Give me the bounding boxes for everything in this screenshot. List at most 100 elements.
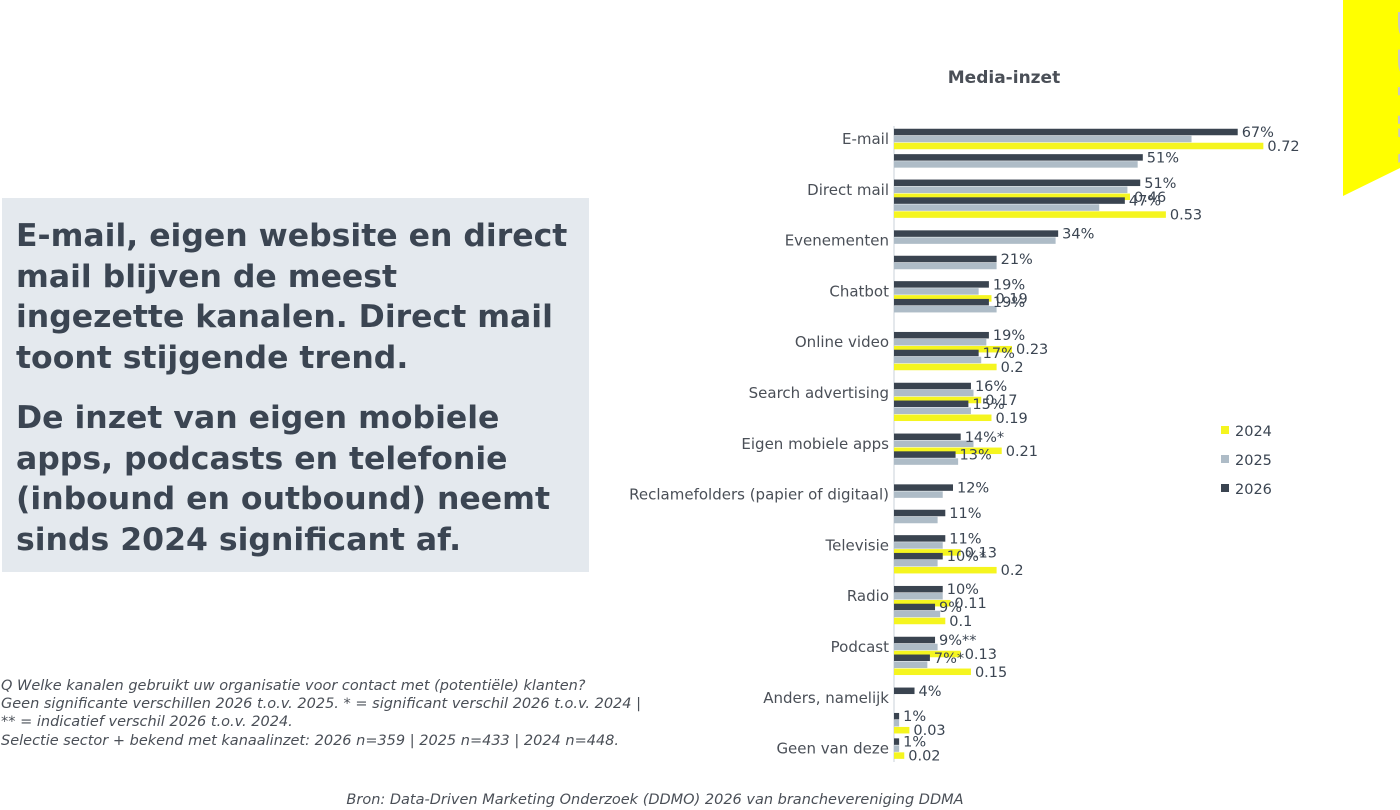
bar-2024: [894, 726, 910, 734]
category-label: Radio: [847, 587, 889, 605]
bar-2026: [894, 298, 989, 306]
value-label-2026: 19%: [993, 277, 1025, 293]
ddma-logo-text: DDMA: [1385, 8, 1400, 163]
value-label-2024: 0.21: [1006, 444, 1038, 460]
bar-2026: [894, 509, 946, 517]
value-label-2024: 0.02: [908, 749, 940, 765]
value-label-2026: 13%: [960, 448, 992, 464]
footnote: Q Welke kanalen gebruikt uw organisatie …: [1, 677, 641, 750]
bar-2024: [894, 142, 1264, 150]
media-inzet-chart: Media-inzet E-mail Direct mail Evenementen C…: [629, 68, 1300, 765]
footnote-question: Q Welke kanalen gebruikt uw organisatie …: [1, 678, 586, 694]
bar-2025: [894, 610, 941, 618]
bar-2025: [894, 491, 943, 498]
legend-label-2025: 2025: [1235, 453, 1272, 469]
bar-2026: [894, 585, 943, 593]
chart-title: Media-inzet: [948, 68, 1060, 88]
value-label-2026: 9%**: [939, 633, 977, 649]
bar-2026: [894, 552, 943, 560]
bar-2025: [894, 745, 900, 752]
bar-2025: [894, 262, 997, 270]
category-label: Chatbot: [829, 282, 889, 300]
value-label-2026: 51%: [1147, 150, 1179, 166]
category-label: Direct mail: [807, 181, 889, 199]
bar-2026: [894, 128, 1238, 136]
bar-2024: [894, 295, 992, 302]
bar-2026: [894, 281, 989, 288]
bar-2025: [894, 559, 938, 567]
category-label: Televisie: [825, 536, 890, 554]
bar-2026: [894, 603, 936, 611]
value-label-2026: 1%: [903, 709, 926, 725]
legend-swatch-2026: [1221, 484, 1229, 492]
value-label-2026: 17%: [983, 346, 1015, 362]
legend-swatch-2025: [1221, 455, 1229, 463]
category-label: Eigen mobiele apps: [741, 435, 889, 453]
category-label: Online video: [795, 333, 889, 351]
value-label-2024: 0.2: [1001, 360, 1024, 376]
bar-2025: [894, 592, 943, 600]
bar-2026: [894, 349, 979, 357]
bar-2025: [894, 458, 959, 465]
bar-2025: [894, 516, 938, 524]
value-label-2024: 0.72: [1267, 139, 1299, 155]
value-label-2026: 67%: [1242, 125, 1274, 141]
bar-2024: [894, 549, 961, 556]
key-findings-callout: E-mail, eigen website en direct mail bli…: [2, 198, 589, 572]
bar-2026: [894, 230, 1059, 237]
value-label-2026: 1%: [903, 735, 926, 751]
value-label-2026: 14%*: [965, 430, 1004, 446]
bar-2026: [894, 197, 1125, 204]
bar-2025: [894, 237, 1056, 244]
bar-2026: [894, 535, 946, 542]
value-label-2026: 7%*: [934, 651, 964, 667]
category-label: Anders, namelijk: [763, 689, 889, 707]
bar-2026: [894, 451, 956, 458]
bar-2024: [894, 650, 961, 658]
bar-2024: [894, 211, 1166, 218]
bar-2026: [894, 400, 969, 408]
value-label-2024: 0.13: [965, 647, 997, 663]
value-label-2026: 10%*: [947, 549, 986, 565]
bar-2026: [894, 484, 953, 491]
bar-2024: [894, 617, 946, 625]
bar-2025: [894, 338, 987, 346]
bar-2025: [894, 204, 1100, 211]
bar-2026: [894, 382, 971, 390]
bar-2024: [894, 345, 1012, 353]
value-label-2026: 4%: [919, 684, 942, 700]
value-label-2024: 0.17: [985, 393, 1017, 409]
bar-2026: [894, 179, 1141, 187]
value-label-2026: 11%: [949, 531, 981, 547]
bar-2024: [894, 668, 971, 676]
bar-2026: [894, 255, 997, 263]
bar-2025: [894, 186, 1128, 194]
value-label-2026: 12%: [957, 481, 989, 497]
value-label-2024: 0.2: [1001, 563, 1024, 579]
bar-2026: [894, 433, 961, 441]
bar-2025: [894, 719, 900, 727]
value-label-2026: 19%: [993, 328, 1025, 344]
bar-2025: [894, 161, 1138, 168]
finding-paragraph-2: De inzet van eigen mobiele apps, podcast…: [16, 400, 551, 558]
bar-2025: [894, 356, 982, 364]
value-label-2024: 0.11: [954, 596, 986, 612]
bar-2026: [894, 687, 915, 695]
category-label: E-mail: [842, 130, 889, 148]
value-label-2026: 10%: [947, 582, 979, 598]
legend-label-2024: 2024: [1235, 424, 1272, 440]
footnote-significance: Geen significante verschillen 2026 t.o.v…: [1, 696, 641, 731]
value-label-2026: 21%: [1001, 252, 1033, 268]
bar-2025: [894, 542, 943, 549]
value-label-2026: 19%: [993, 295, 1025, 311]
value-label-2024: 0.19: [995, 291, 1027, 307]
value-label-2026: 34%: [1062, 227, 1094, 243]
source-credit: Bron: Data-Driven Marketing Onderzoek (D…: [346, 792, 964, 808]
bar-2025: [894, 135, 1192, 143]
value-label-2024: 0.03: [913, 723, 945, 739]
value-label-2026: 15%: [972, 397, 1004, 413]
bar-2024: [894, 447, 1002, 455]
value-label-2024: 0.46: [1134, 190, 1166, 206]
bar-2026: [894, 331, 989, 339]
bar-2024: [894, 414, 992, 422]
